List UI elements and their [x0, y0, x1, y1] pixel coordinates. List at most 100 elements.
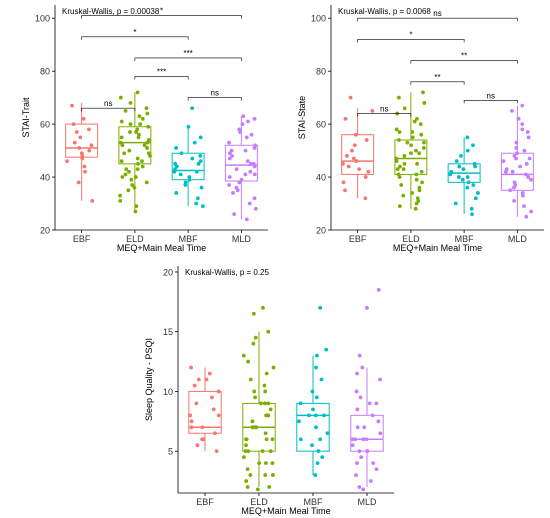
data-point: [471, 143, 475, 148]
data-point: [174, 191, 179, 195]
data-point: [238, 130, 242, 134]
data-point: [355, 425, 360, 430]
data-point: [412, 119, 417, 124]
data-point: [414, 177, 419, 182]
data-point: [368, 479, 373, 483]
data-point: [520, 122, 525, 127]
data-point: [418, 122, 423, 127]
data-point: [246, 119, 250, 124]
data-point: [271, 473, 275, 477]
data-point: [374, 401, 379, 406]
data-point: [263, 431, 268, 436]
data-point: [257, 461, 262, 466]
data-point: [81, 116, 86, 121]
y-tick-label: 5: [168, 447, 173, 457]
data-point: [360, 365, 365, 370]
significance-label: ***: [157, 67, 166, 76]
data-point: [183, 183, 188, 187]
data-point: [410, 130, 415, 134]
data-point: [259, 401, 263, 406]
box-EBF: [188, 365, 222, 454]
y-tick-label: 10: [163, 387, 173, 397]
data-point: [200, 425, 205, 430]
y-tick-label: 80: [316, 67, 326, 77]
data-point: [216, 389, 221, 394]
data-point: [247, 201, 252, 206]
data-point: [253, 395, 258, 400]
data-point: [194, 201, 199, 206]
data-point: [410, 135, 415, 140]
data-point: [318, 437, 323, 442]
data-point: [234, 167, 239, 172]
data-point: [514, 146, 519, 150]
data-point: [415, 161, 419, 166]
data-point: [298, 437, 303, 442]
data-point: [354, 132, 358, 137]
data-point: [87, 148, 92, 153]
data-point: [527, 156, 532, 161]
data-point: [414, 148, 418, 153]
box-iqr: [296, 402, 330, 452]
data-point: [251, 311, 256, 316]
x-tick-label: MBF: [455, 234, 475, 244]
data-point: [124, 167, 129, 172]
data-point: [207, 371, 212, 376]
data-point: [473, 164, 478, 169]
data-point: [376, 419, 381, 424]
y-tick-label: 40: [316, 173, 326, 183]
x-tick-label: MLD: [508, 234, 528, 244]
data-point: [413, 206, 418, 211]
data-point: [196, 377, 201, 382]
significance-bracket: **: [410, 73, 465, 85]
data-point: [248, 161, 253, 166]
data-point: [214, 449, 219, 454]
data-point: [231, 191, 235, 195]
bracket-line: [81, 15, 242, 19]
data-point: [263, 473, 268, 477]
data-point: [267, 485, 272, 489]
box-MLD: [350, 287, 384, 492]
data-point: [130, 183, 135, 187]
significance-bracket: ***: [134, 49, 242, 61]
x-axis-label: MEQ+Main Meal Time: [117, 243, 206, 253]
data-point: [324, 347, 329, 352]
data-point: [524, 214, 529, 219]
data-point: [402, 153, 407, 158]
panel-top-right: 20 40 60 80 100 STAI-State MEQ+Main Meal Time K…: [297, 5, 544, 253]
data-point: [453, 201, 458, 206]
y-tick-label: 20: [163, 267, 173, 277]
data-point: [195, 196, 200, 201]
data-point: [118, 198, 123, 203]
data-point: [399, 183, 404, 187]
significance-label: ns: [380, 105, 388, 114]
data-point: [520, 191, 525, 195]
data-point: [410, 191, 415, 195]
box-MBF: [171, 106, 205, 209]
data-point: [341, 161, 345, 166]
data-point: [89, 143, 94, 148]
bracket-line: [187, 97, 242, 101]
data-point: [512, 185, 516, 190]
data-point: [361, 487, 366, 492]
data-point: [250, 425, 255, 430]
data-point: [394, 127, 399, 132]
data-point: [230, 153, 234, 158]
box-EBF: [341, 95, 375, 201]
significance-bracket: **: [410, 52, 518, 64]
data-point: [243, 172, 248, 177]
data-point: [510, 108, 514, 113]
data-point: [357, 167, 361, 172]
data-point: [520, 193, 525, 198]
x-tick-label: ELD: [126, 234, 144, 244]
data-point: [119, 119, 124, 124]
data-point: [313, 413, 318, 418]
data-point: [227, 175, 232, 179]
data-point: [510, 169, 515, 174]
data-point: [361, 437, 366, 442]
data-point: [252, 116, 257, 121]
data-point: [422, 140, 426, 145]
data-point: [244, 479, 249, 483]
data-point: [74, 130, 79, 134]
data-point: [354, 159, 359, 164]
data-point: [252, 146, 257, 150]
